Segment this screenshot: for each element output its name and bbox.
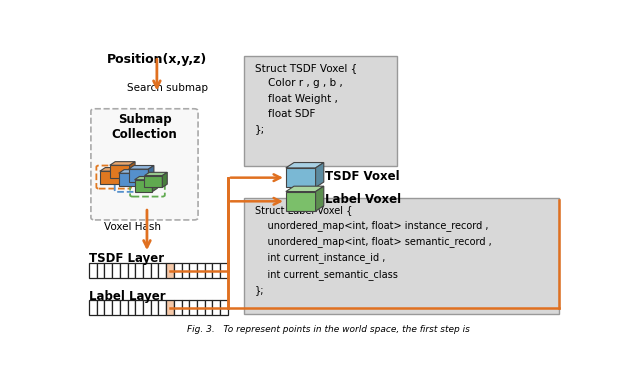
- Bar: [205, 263, 212, 278]
- Bar: [166, 300, 174, 315]
- Polygon shape: [129, 169, 148, 182]
- Polygon shape: [138, 170, 144, 186]
- Polygon shape: [134, 177, 157, 180]
- Bar: [189, 300, 197, 315]
- Bar: [120, 300, 127, 315]
- Polygon shape: [286, 186, 324, 192]
- Bar: [174, 300, 182, 315]
- Bar: [127, 263, 135, 278]
- Text: Struct TSDF Voxel {
    Color r , g , b ,
    float Weight ,
    float SDF
};: Struct TSDF Voxel { Color r , g , b , fl…: [255, 63, 357, 134]
- Polygon shape: [129, 166, 154, 169]
- Polygon shape: [100, 171, 120, 184]
- Bar: [150, 263, 158, 278]
- Bar: [174, 263, 182, 278]
- Bar: [158, 263, 166, 278]
- Bar: [220, 263, 228, 278]
- Bar: [220, 300, 228, 315]
- Polygon shape: [118, 170, 144, 173]
- Polygon shape: [110, 165, 129, 178]
- Polygon shape: [316, 186, 324, 211]
- FancyBboxPatch shape: [244, 199, 559, 314]
- FancyBboxPatch shape: [244, 56, 397, 166]
- Polygon shape: [163, 172, 167, 187]
- Polygon shape: [129, 162, 135, 178]
- Bar: [189, 263, 197, 278]
- Text: Label Layer: Label Layer: [89, 290, 166, 303]
- Bar: [97, 300, 104, 315]
- Text: Voxel Hash: Voxel Hash: [104, 222, 161, 232]
- Text: Submap
Collection: Submap Collection: [111, 113, 177, 141]
- Text: TSDF Layer: TSDF Layer: [89, 252, 164, 265]
- Bar: [97, 263, 104, 278]
- Text: Struct Label Voxel {
    unordered_map<int, float> instance_record ,
    unorder: Struct Label Voxel { unordered_map<int, …: [255, 205, 492, 295]
- Text: TSDF Voxel: TSDF Voxel: [324, 170, 399, 183]
- Bar: [143, 300, 150, 315]
- Text: Search submap: Search submap: [127, 83, 208, 93]
- Bar: [135, 263, 143, 278]
- Bar: [197, 263, 205, 278]
- FancyBboxPatch shape: [91, 109, 198, 220]
- Bar: [182, 263, 189, 278]
- Polygon shape: [316, 162, 324, 187]
- Polygon shape: [120, 167, 125, 184]
- Polygon shape: [100, 167, 125, 171]
- Polygon shape: [118, 173, 138, 186]
- Polygon shape: [148, 166, 154, 182]
- Bar: [104, 263, 112, 278]
- Polygon shape: [145, 172, 167, 175]
- Bar: [158, 300, 166, 315]
- Text: Fig. 3.   To represent points in the world space, the first step is: Fig. 3. To represent points in the world…: [187, 325, 469, 334]
- Bar: [120, 263, 127, 278]
- Bar: [182, 300, 189, 315]
- Bar: [112, 263, 120, 278]
- Polygon shape: [134, 180, 152, 192]
- Bar: [197, 300, 205, 315]
- Bar: [112, 300, 120, 315]
- Bar: [127, 300, 135, 315]
- Bar: [166, 263, 174, 278]
- Polygon shape: [152, 177, 157, 192]
- Bar: [135, 300, 143, 315]
- Bar: [212, 300, 220, 315]
- Text: Label Voxel: Label Voxel: [324, 193, 401, 206]
- Polygon shape: [286, 168, 316, 187]
- Bar: [205, 300, 212, 315]
- Bar: [104, 300, 112, 315]
- Bar: [150, 300, 158, 315]
- Bar: [89, 300, 97, 315]
- Bar: [212, 263, 220, 278]
- Polygon shape: [286, 192, 316, 211]
- Polygon shape: [286, 162, 324, 168]
- Text: Position(x,y,z): Position(x,y,z): [107, 53, 207, 66]
- Polygon shape: [110, 162, 135, 165]
- Polygon shape: [145, 175, 163, 187]
- Bar: [143, 263, 150, 278]
- Bar: [89, 263, 97, 278]
